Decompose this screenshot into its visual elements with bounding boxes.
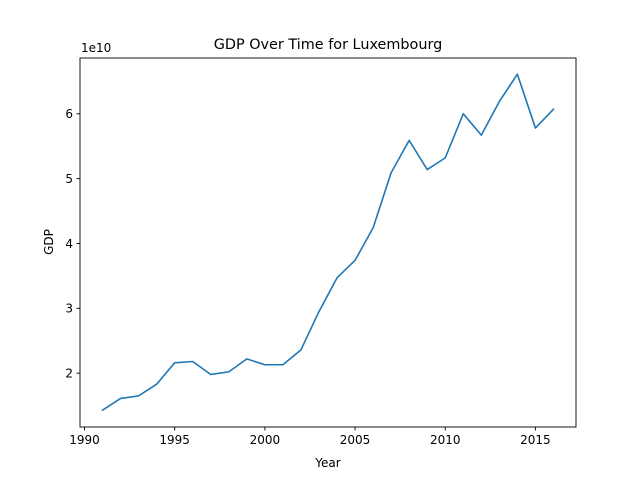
- y-tick-label: 5: [65, 172, 73, 186]
- x-tick-label: 2000: [250, 433, 281, 447]
- x-axis-label: Year: [314, 456, 340, 470]
- x-tick-label: 1995: [159, 433, 190, 447]
- y-axis-label: GDP: [42, 229, 56, 255]
- y-tick-label: 2: [65, 366, 73, 380]
- y-tick-label: 6: [65, 107, 73, 121]
- y-tick-label: 4: [65, 237, 73, 251]
- x-tick-label: 1990: [69, 433, 100, 447]
- x-tick-label: 2005: [340, 433, 371, 447]
- chart-title: GDP Over Time for Luxembourg: [214, 37, 443, 53]
- y-tick-label: 3: [65, 302, 73, 316]
- x-axis-ticks: 1990 1995 2000 2005 2010 2015: [69, 427, 551, 447]
- x-tick-label: 2010: [430, 433, 461, 447]
- y-offset-label: 1e10: [81, 41, 111, 55]
- y-axis-ticks: 2 3 4 5 6: [65, 107, 80, 380]
- plot-area-frame: [79, 57, 577, 428]
- x-tick-label: 2015: [520, 433, 551, 447]
- gdp-series-line: [101, 73, 555, 412]
